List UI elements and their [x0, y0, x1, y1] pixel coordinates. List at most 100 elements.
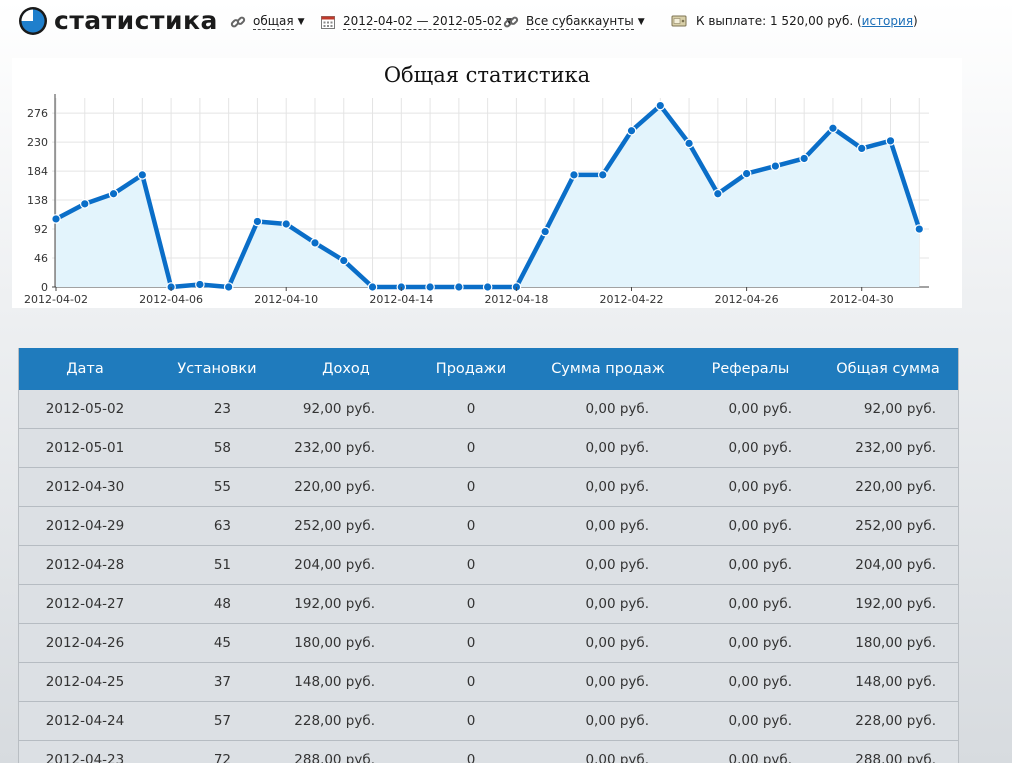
chart-title: Общая статистика — [383, 63, 591, 87]
x-tick-label: 2012-04-30 — [830, 293, 894, 306]
stats-table-container[interactable]: Дата Установки Доход Продажи Сумма прода… — [18, 348, 959, 763]
stat-type-dropdown[interactable]: общая ▼ — [230, 13, 305, 30]
cell-installs: 48 — [151, 584, 283, 624]
chevron-down-icon[interactable]: ▼ — [506, 16, 514, 27]
cell-sales: 0 — [409, 623, 533, 663]
stats-table: Дата Установки Доход Продажи Сумма прода… — [19, 348, 958, 763]
data-point — [856, 143, 867, 154]
cell-date: 2012-04-25 — [19, 662, 151, 702]
column-header-referrals[interactable]: Рефералы — [683, 348, 818, 390]
data-point — [454, 282, 464, 292]
cell-installs: 57 — [151, 701, 283, 741]
logo[interactable]: статистика — [18, 6, 218, 36]
cell-referrals: 0,00 руб. — [683, 545, 818, 585]
x-tick-label: 2012-04-02 — [24, 293, 88, 306]
cell-income: 220,00 руб. — [283, 467, 409, 507]
data-point — [885, 136, 896, 146]
stat-type-label[interactable]: общая — [253, 14, 294, 30]
data-point — [425, 282, 435, 292]
y-tick-label: 46 — [34, 252, 48, 265]
x-tick-label: 2012-04-10 — [254, 293, 318, 306]
cell-date: 2012-04-24 — [19, 701, 151, 741]
table-row: 2012-04-23 72 288,00 руб. 0 0,00 руб. 0,… — [19, 740, 958, 763]
table-row: 2012-05-01 58 232,00 руб. 0 0,00 руб. 0,… — [19, 428, 958, 468]
data-point — [655, 100, 666, 111]
cell-sales: 0 — [409, 701, 533, 741]
table-row: 2012-04-26 45 180,00 руб. 0 0,00 руб. 0,… — [19, 623, 958, 663]
cell-income: 180,00 руб. — [283, 623, 409, 663]
cell-referrals: 0,00 руб. — [683, 428, 818, 468]
series-area — [56, 105, 920, 287]
column-header-installs[interactable]: Установки — [151, 348, 283, 390]
data-point — [597, 170, 608, 180]
subaccounts-dropdown[interactable]: Все субаккаунты ▼ — [503, 13, 645, 30]
date-range-label[interactable]: 2012-04-02 — 2012-05-02 — [343, 14, 503, 30]
cell-total: 180,00 руб. — [818, 623, 958, 663]
column-header-date[interactable]: Дата — [19, 348, 151, 390]
cell-date: 2012-04-23 — [19, 740, 151, 763]
cell-sales-sum: 0,00 руб. — [533, 740, 683, 763]
x-tick-label: 2012-04-26 — [715, 293, 779, 306]
cell-installs: 37 — [151, 662, 283, 702]
wallet-icon — [671, 15, 687, 27]
cell-referrals: 0,00 руб. — [683, 467, 818, 507]
y-tick-label: 92 — [34, 223, 48, 236]
data-point — [569, 170, 579, 180]
cell-installs: 63 — [151, 506, 283, 546]
cell-total: 252,00 руб. — [818, 506, 958, 546]
column-header-total[interactable]: Общая сумма — [818, 348, 958, 390]
data-point — [338, 255, 349, 266]
subaccounts-label[interactable]: Все субаккаунты — [526, 14, 634, 30]
data-point — [828, 123, 838, 134]
cell-total: 232,00 руб. — [818, 428, 958, 468]
cell-date: 2012-04-28 — [19, 545, 151, 585]
column-header-sales-sum[interactable]: Сумма продаж — [533, 348, 683, 390]
column-header-sales[interactable]: Продажи — [409, 348, 533, 390]
x-tick-label: 2012-04-18 — [484, 293, 548, 306]
column-header-income[interactable]: Доход — [283, 348, 409, 390]
cell-sales-sum: 0,00 руб. — [533, 467, 683, 507]
cell-installs: 51 — [151, 545, 283, 585]
data-point — [137, 170, 148, 180]
cell-sales: 0 — [409, 390, 533, 429]
data-point — [914, 224, 925, 234]
logo-text: статистика — [54, 6, 218, 35]
y-tick-label: 230 — [27, 136, 48, 149]
cell-sales: 0 — [409, 428, 533, 468]
date-range-dropdown[interactable]: 2012-04-02 — 2012-05-02 ▼ — [320, 13, 513, 30]
payout-history-link[interactable]: история — [861, 14, 914, 28]
cell-date: 2012-04-26 — [19, 623, 151, 663]
cell-total: 228,00 руб. — [818, 701, 958, 741]
cell-sales-sum: 0,00 руб. — [533, 390, 683, 429]
chevron-down-icon[interactable]: ▼ — [297, 16, 305, 27]
link-chain-icon — [230, 16, 246, 27]
y-tick-label: 0 — [41, 281, 48, 294]
data-point — [684, 138, 694, 149]
chart-panel: Общая статистика 0 46 92 138 184 230 276 2012-0… — [12, 58, 962, 308]
cell-installs: 23 — [151, 390, 283, 429]
cell-referrals: 0,00 руб. — [683, 506, 818, 546]
cell-income: 252,00 руб. — [283, 506, 409, 546]
data-point — [799, 153, 809, 164]
x-tick-label: 2012-04-14 — [369, 293, 433, 306]
cell-sales: 0 — [409, 740, 533, 763]
table-row: 2012-04-30 55 220,00 руб. 0 0,00 руб. 0,… — [19, 467, 958, 507]
cell-total: 220,00 руб. — [818, 467, 958, 507]
cell-referrals: 0,00 руб. — [683, 740, 818, 763]
table-row: 2012-05-02 23 92,00 руб. 0 0,00 руб. 0,0… — [19, 390, 958, 429]
cell-sales: 0 — [409, 467, 533, 507]
cell-referrals: 0,00 руб. — [683, 390, 818, 429]
cell-sales: 0 — [409, 584, 533, 624]
data-point — [281, 219, 292, 229]
data-point — [51, 214, 61, 224]
cell-sales-sum: 0,00 руб. — [533, 545, 683, 585]
y-tick-label: 276 — [27, 107, 48, 120]
cell-installs: 55 — [151, 467, 283, 507]
cell-date: 2012-05-01 — [19, 428, 151, 468]
cell-income: 228,00 руб. — [283, 701, 409, 741]
pie-chart-icon — [19, 7, 47, 35]
top-bar: статистика общая ▼ 2012-04-02 — 2012-05-… — [0, 0, 1012, 48]
data-point — [482, 282, 493, 292]
cell-date: 2012-04-27 — [19, 584, 151, 624]
chevron-down-icon[interactable]: ▼ — [637, 16, 645, 27]
